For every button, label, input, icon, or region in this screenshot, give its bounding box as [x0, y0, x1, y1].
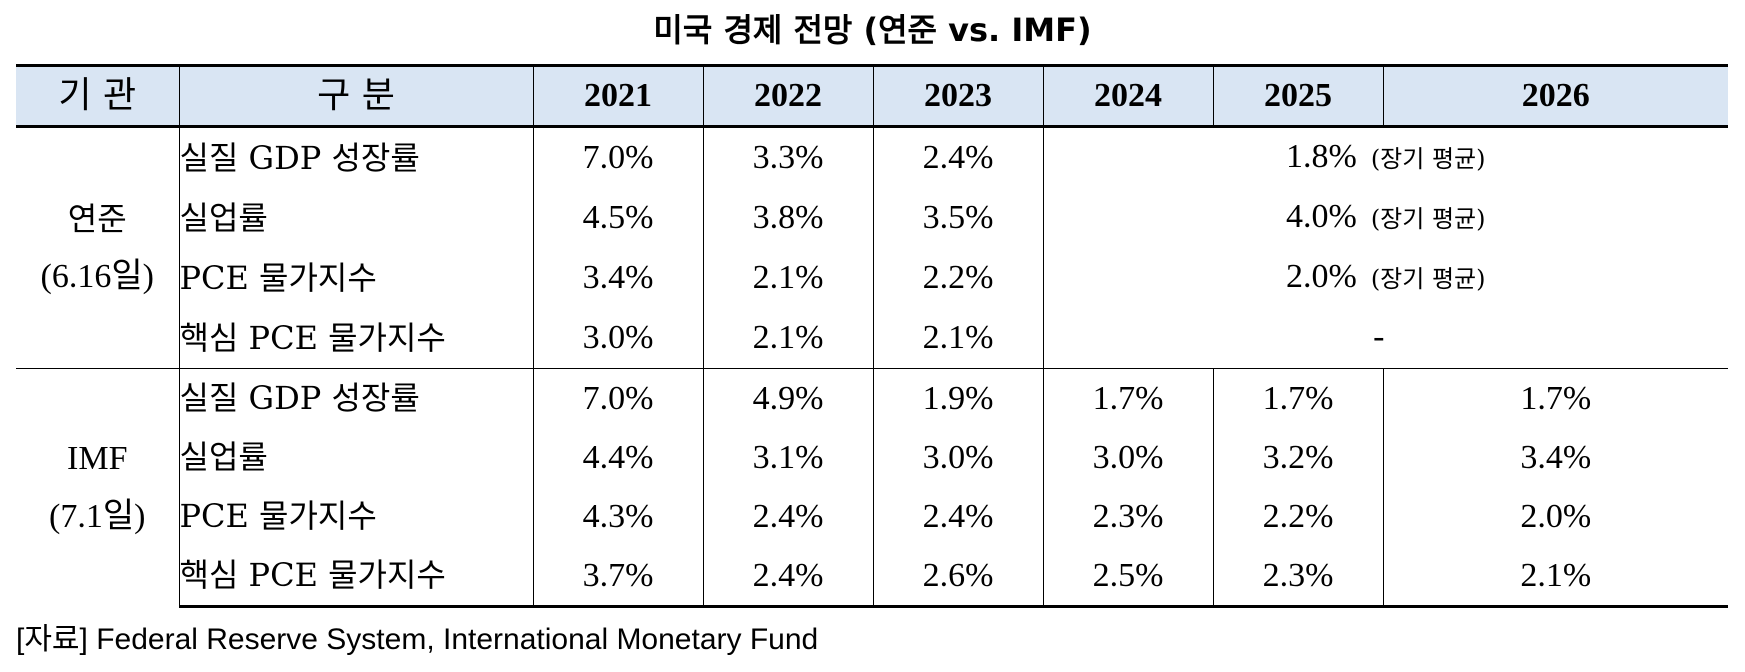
table-title: 미국 경제 전망 (연준 vs. IMF)	[653, 11, 1092, 49]
value-cell: 3.8%	[702, 188, 873, 249]
category-cell: 실업률	[178, 188, 533, 249]
category-cell: 실업률	[178, 428, 533, 488]
value-cell: 4.3%	[532, 487, 703, 547]
longrun-note: (장기 평균)	[1370, 205, 1486, 234]
value-cell: 3.1%	[702, 428, 873, 488]
header-year-2024: 2024	[1042, 63, 1213, 129]
institution-cell-fed: 연준 (6.16일)	[16, 126, 179, 369]
forecast-table: 기 관 구 분 2021 2022 2023 2024 2025 2026 연준…	[16, 63, 1728, 609]
value-cell: 4.4%	[532, 428, 703, 488]
value-cell: 7.0%	[532, 368, 703, 429]
value-cell: 1.7%	[1382, 368, 1728, 429]
value-cell: 3.2%	[1212, 428, 1383, 488]
institution-cell-imf: IMF (7.1일)	[16, 368, 179, 607]
value-cell: 2.4%	[872, 126, 1043, 189]
category-cell: 핵심 PCE 물가지수	[178, 308, 533, 369]
value-cell: 2.5%	[1042, 546, 1213, 609]
institution-name: IMF	[67, 440, 128, 478]
category-cell: 실질 GDP 성장률	[178, 368, 533, 429]
institution-date: (6.16일)	[40, 258, 154, 296]
value-cell: 3.4%	[532, 248, 703, 309]
header-row: 기 관 구 분 2021 2022 2023 2024 2025 2026	[16, 63, 1728, 129]
value-cell: 2.6%	[872, 546, 1043, 609]
table-row: 실업률 4.4% 3.1% 3.0% 3.0% 3.2% 3.4%	[16, 428, 1728, 488]
longrun-cell: 2.0% (장기 평균)	[1042, 248, 1728, 309]
category-cell: PCE 물가지수	[178, 248, 533, 309]
value-cell: 2.2%	[872, 248, 1043, 309]
value-cell: 3.0%	[532, 308, 703, 369]
longrun-cell: 4.0% (장기 평균)	[1042, 188, 1728, 249]
table-row: 실업률 4.5% 3.8% 3.5% 4.0% (장기 평균)	[16, 188, 1728, 249]
value-cell: 3.0%	[1042, 428, 1213, 488]
header-category: 구 분	[178, 63, 533, 129]
header-year-2021: 2021	[532, 63, 703, 129]
table-row: PCE 물가지수 4.3% 2.4% 2.4% 2.3% 2.2% 2.0%	[16, 487, 1728, 547]
value-cell: 1.7%	[1212, 368, 1383, 429]
value-cell: 7.0%	[532, 126, 703, 189]
category-cell: 실질 GDP 성장률	[178, 126, 533, 189]
longrun-note: (장기 평균)	[1370, 145, 1486, 174]
longrun-cell: -	[1042, 308, 1728, 369]
value-cell: 2.1%	[702, 308, 873, 369]
value-cell: 2.1%	[1382, 546, 1728, 609]
header-year-2025: 2025	[1212, 63, 1383, 129]
value-cell: 1.7%	[1042, 368, 1213, 429]
header-year-2022: 2022	[702, 63, 873, 129]
table-row: 핵심 PCE 물가지수 3.0% 2.1% 2.1% -	[16, 308, 1728, 369]
value-cell: 2.3%	[1042, 487, 1213, 547]
longrun-note: (장기 평균)	[1370, 265, 1486, 294]
category-cell: PCE 물가지수	[178, 487, 533, 547]
value-cell: 2.0%	[1382, 487, 1728, 547]
table-row: 핵심 PCE 물가지수 3.7% 2.4% 2.6% 2.5% 2.3% 2.1…	[16, 546, 1728, 609]
header-institution: 기 관	[16, 63, 179, 129]
source-note: [자료] Federal Reserve System, Internation…	[16, 623, 819, 656]
value-cell: 2.4%	[702, 487, 873, 547]
table-row: 연준 (6.16일) 실질 GDP 성장률 7.0% 3.3% 2.4% 1.8…	[16, 126, 1728, 369]
institution-date: (7.1일)	[49, 498, 146, 536]
value-cell: 2.4%	[702, 546, 873, 609]
value-cell: 2.1%	[872, 308, 1043, 369]
value-cell: 3.7%	[532, 546, 703, 609]
value-cell: 4.5%	[532, 188, 703, 249]
header-year-2026: 2026	[1382, 63, 1728, 129]
longrun-cell: 1.8% (장기 평균)	[1042, 126, 1728, 189]
table-row: IMF (7.1일) 실질 GDP 성장률 7.0% 4.9% 1.9% 1.7…	[16, 368, 1728, 607]
category-cell: 핵심 PCE 물가지수	[178, 546, 533, 609]
value-cell: 1.9%	[872, 368, 1043, 429]
table-row: PCE 물가지수 3.4% 2.1% 2.2% 2.0% (장기 평균)	[16, 248, 1728, 309]
value-cell: 3.3%	[702, 126, 873, 189]
value-cell: 3.5%	[872, 188, 1043, 249]
value-cell: 2.2%	[1212, 487, 1383, 547]
value-cell: 2.4%	[872, 487, 1043, 547]
value-cell: 3.0%	[872, 428, 1043, 488]
value-cell: 3.4%	[1382, 428, 1728, 488]
value-cell: 2.1%	[702, 248, 873, 309]
header-year-2023: 2023	[872, 63, 1043, 129]
value-cell: 4.9%	[702, 368, 873, 429]
value-cell: 2.3%	[1212, 546, 1383, 609]
institution-name: 연준	[67, 200, 127, 239]
